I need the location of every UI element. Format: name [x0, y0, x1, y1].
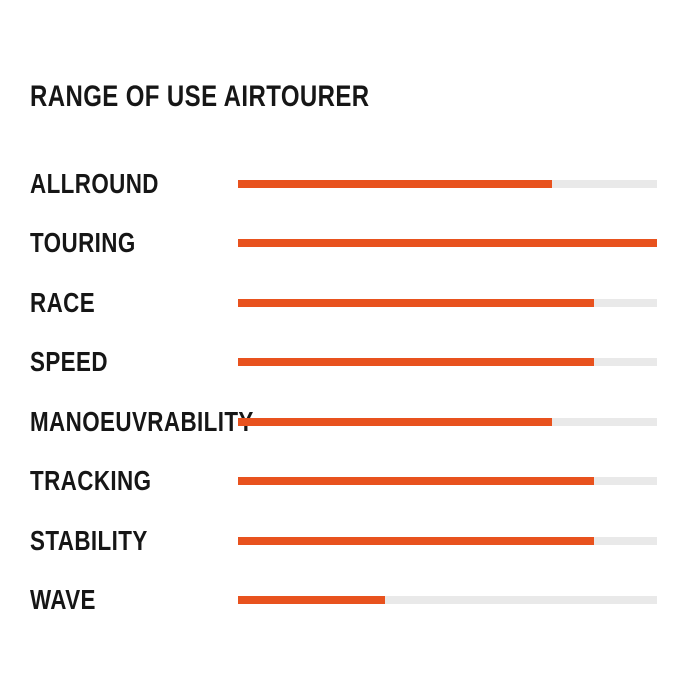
bar-track	[238, 298, 657, 307]
bar-track	[238, 179, 657, 188]
bar-track	[238, 239, 657, 248]
bar-track	[238, 596, 657, 605]
bar-fill	[238, 239, 657, 248]
bar-fill	[238, 536, 595, 545]
chart-row: SPEED	[0, 333, 700, 393]
bar-fill	[238, 477, 595, 486]
row-label: RACE	[30, 286, 96, 318]
bar-fill	[238, 179, 553, 188]
bar-track	[238, 417, 657, 426]
chart-row: RACE	[0, 273, 700, 333]
bar-fill	[238, 417, 553, 426]
row-label: WAVE	[30, 584, 96, 616]
chart-row: TOURING	[0, 214, 700, 274]
chart-row: STABILITY	[0, 511, 700, 571]
chart-row: ALLROUND	[0, 154, 700, 214]
row-label: STABILITY	[30, 524, 148, 556]
bar-track	[238, 477, 657, 486]
chart-rows: ALLROUND TOURING RACE SPEED MANOEUVRABIL…	[0, 154, 700, 630]
bar-fill	[238, 358, 595, 367]
chart-row: TRACKING	[0, 452, 700, 512]
chart-title: RANGE OF USE AIRTOURER	[30, 80, 370, 113]
bar-track	[238, 358, 657, 367]
row-label: ALLROUND	[30, 167, 159, 199]
chart-row: MANOEUVRABILITY	[0, 392, 700, 452]
row-label: TRACKING	[30, 465, 152, 497]
row-label: TOURING	[30, 227, 136, 259]
bar-track	[238, 536, 657, 545]
row-label: SPEED	[30, 346, 108, 378]
chart-row: WAVE	[0, 571, 700, 631]
bar-fill	[238, 298, 595, 307]
bar-fill	[238, 596, 385, 605]
row-label: MANOEUVRABILITY	[30, 405, 254, 437]
